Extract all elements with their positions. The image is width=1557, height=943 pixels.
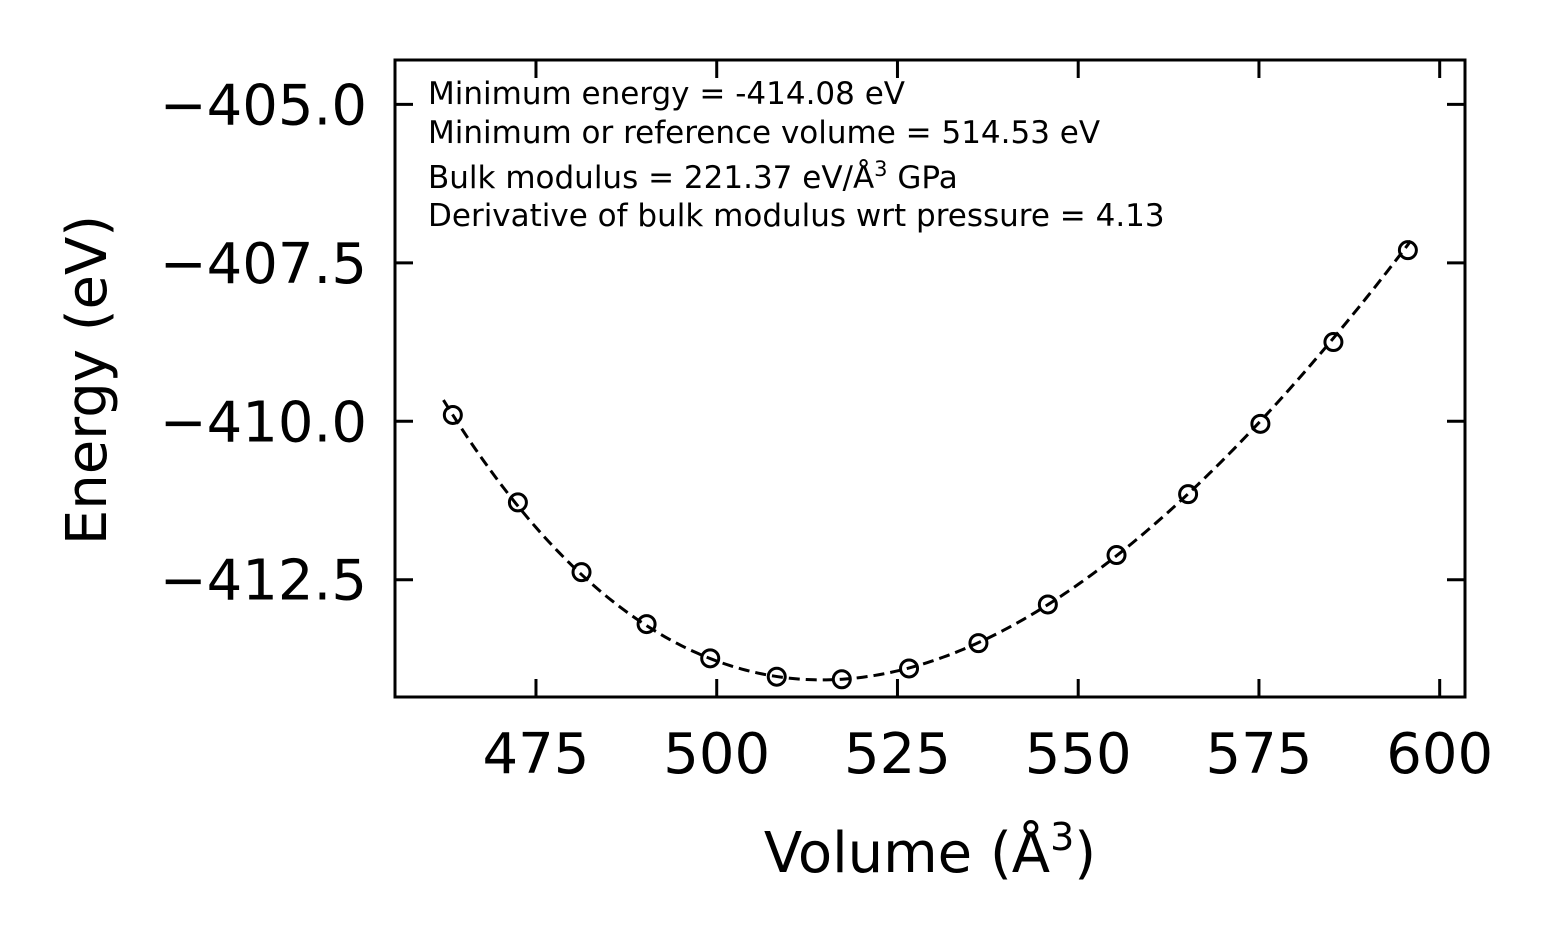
- annotation-box: Minimum energy = -414.08 eV Minimum or r…: [428, 76, 1165, 234]
- y-tick-label: −407.5: [160, 232, 367, 297]
- x-tick-label: 500: [663, 722, 770, 787]
- annotation-bulk-modulus-sup: 3: [874, 157, 887, 181]
- data-point: [968, 633, 989, 654]
- data-point: [636, 614, 657, 635]
- data-point: [1037, 594, 1058, 615]
- data-point: [766, 666, 787, 687]
- data-point: [442, 404, 463, 425]
- x-tick-label: 575: [1206, 722, 1313, 787]
- ticks-layer: [395, 60, 1465, 697]
- x-axis-title-sup: 3: [1050, 815, 1074, 859]
- annotation-bulk-modulus: Bulk modulus = 221.37 eV/Å3 GPa: [428, 157, 958, 196]
- plot-frame: [393, 58, 1467, 699]
- x-tick-label: 600: [1386, 722, 1493, 787]
- fit-curve: [442, 239, 1412, 682]
- data-point: [1106, 545, 1127, 566]
- data-point: [1250, 413, 1271, 434]
- annotation-bulk-modulus-derivative: Derivative of bulk modulus wrt pressure …: [428, 198, 1165, 234]
- data-point: [1178, 484, 1199, 505]
- y-tick-label: −410.0: [160, 390, 367, 455]
- y-tick-label: −405.0: [160, 73, 367, 138]
- data-point: [831, 669, 852, 690]
- data-point: [899, 658, 920, 679]
- data-point: [571, 562, 592, 583]
- data-point: [1397, 240, 1418, 261]
- x-tick-label: 475: [483, 722, 590, 787]
- annotation-min-energy: Minimum energy = -414.08 eV: [428, 76, 905, 112]
- x-tick-label: 525: [844, 722, 951, 787]
- x-axis-title: Volume (Å3): [764, 815, 1096, 886]
- tick-labels-layer: 475 500 525 550 575 600 −405.0 −407.5 −410.0 −412…: [160, 73, 1493, 787]
- data-point: [700, 648, 721, 669]
- y-tick-label: −412.5: [160, 549, 367, 614]
- data-point: [1323, 332, 1344, 353]
- x-axis-title-tail: ): [1074, 821, 1096, 886]
- annotation-bulk-modulus-main: Bulk modulus = 221.37 eV/Å: [428, 160, 874, 196]
- annotation-bulk-modulus-unit: GPa: [888, 160, 958, 196]
- x-tick-label: 550: [1025, 722, 1132, 787]
- y-axis-title: Energy (eV): [55, 215, 120, 545]
- data-point: [507, 492, 528, 513]
- x-axis-title-main: Volume (Å: [764, 820, 1050, 886]
- data-points-layer: [442, 240, 1418, 690]
- annotation-min-volume: Minimum or reference volume = 514.53 eV: [428, 115, 1100, 151]
